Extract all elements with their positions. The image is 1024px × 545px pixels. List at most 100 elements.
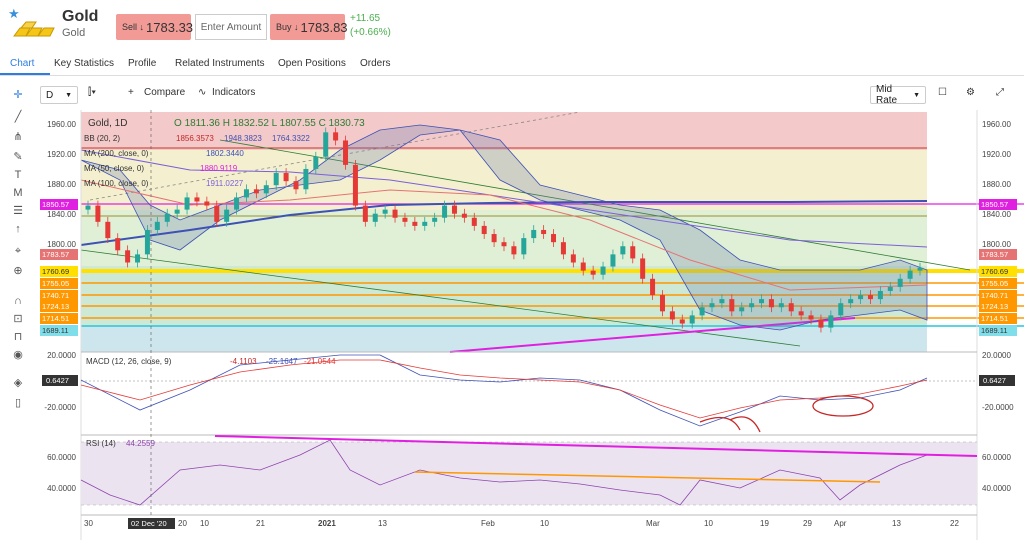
macd-badge-value: 0.6427 bbox=[46, 376, 69, 385]
price-tick: 1960.00 bbox=[982, 120, 1011, 129]
candle-body bbox=[897, 278, 903, 287]
rsi-trendline[interactable] bbox=[214, 435, 978, 457]
price-tick: 1800.00 bbox=[982, 240, 1011, 249]
layers-icon[interactable]: ◈ bbox=[13, 377, 23, 389]
buy-button[interactable]: Buy ↓ 1783.83 bbox=[270, 14, 348, 40]
candle-body bbox=[650, 278, 656, 296]
lock-drawing-icon[interactable]: ⊡ bbox=[13, 313, 23, 325]
trend-line-icon[interactable]: ╱ bbox=[14, 111, 22, 123]
macd-pane[interactable]: MACD (12, 26, close, 9) -4.1103 -25.1647… bbox=[42, 351, 1015, 433]
candle-type-icon[interactable]: ⫿▾ bbox=[88, 87, 97, 98]
level-label: 1755.05 bbox=[981, 279, 1008, 288]
rate-select[interactable]: Mid Rate ▼ bbox=[870, 84, 926, 106]
support-line[interactable] bbox=[449, 317, 856, 353]
legend-bb-v3: 1764.3322 bbox=[272, 134, 310, 143]
compare-button[interactable]: Compare bbox=[144, 87, 186, 98]
text-icon[interactable]: T bbox=[14, 169, 22, 181]
candle-body bbox=[679, 319, 685, 324]
candle-body bbox=[630, 246, 636, 259]
candle-body bbox=[838, 303, 844, 316]
time-tick: 13 bbox=[378, 519, 387, 528]
candle-body bbox=[471, 217, 477, 226]
pattern-icon[interactable]: M bbox=[13, 187, 23, 199]
macd-badge bbox=[42, 375, 78, 386]
macd-v1: -4.1103 bbox=[230, 357, 257, 366]
candle-body bbox=[590, 270, 596, 275]
tab-chart[interactable]: Chart bbox=[10, 58, 35, 69]
chevron-down-icon: ▼ bbox=[65, 91, 72, 99]
pitchfork-icon[interactable]: ⋔ bbox=[13, 131, 23, 143]
legend-ma50-v: 1880.9119 bbox=[200, 164, 238, 173]
indicators-button[interactable]: Indicators bbox=[212, 87, 256, 98]
time-tick: 10 bbox=[200, 519, 209, 528]
interval-select[interactable]: D ▼ bbox=[40, 86, 78, 104]
candle-body bbox=[214, 205, 220, 222]
arrow-up-icon[interactable]: ↑ bbox=[15, 223, 21, 235]
candle-body bbox=[135, 254, 141, 263]
candle-body bbox=[541, 229, 547, 235]
candle-body bbox=[699, 307, 705, 316]
candle-body bbox=[174, 209, 180, 214]
chart-area[interactable]: 1960.00 1920.00 1880.00 1840.00 1800.00 … bbox=[40, 110, 1024, 540]
gold-bars-icon bbox=[13, 21, 55, 37]
candlestick-series[interactable] bbox=[85, 127, 923, 333]
candle-body bbox=[234, 197, 240, 210]
tab-profile[interactable]: Profile bbox=[128, 58, 157, 69]
macd-tick: -20.0000 bbox=[44, 403, 76, 412]
trash-icon[interactable]: ▯ bbox=[14, 397, 22, 409]
level-badge bbox=[979, 290, 1017, 301]
settings-icon[interactable]: ⚙ bbox=[966, 87, 975, 98]
indicators-icon[interactable]: ∿ bbox=[198, 87, 207, 98]
candle-body bbox=[184, 197, 190, 210]
drawing-toolbar: ✛ ╱ ⋔ ✎ T M ☰ ↑ ⌖ ⊕ ∩ ⊡ ⊓ ◉ ◈ ▯ bbox=[0, 84, 36, 414]
unlock-icon[interactable]: ⊓ bbox=[13, 331, 23, 343]
measure-icon[interactable]: ⌖ bbox=[14, 245, 22, 257]
level-label: 1689.11 bbox=[981, 326, 1008, 335]
instrument-name: Gold bbox=[62, 8, 99, 25]
rsi-label: RSI (14) bbox=[86, 439, 116, 448]
fib-icon[interactable]: ☰ bbox=[13, 205, 23, 217]
active-tab-underline bbox=[0, 73, 50, 75]
candle-body bbox=[689, 315, 695, 324]
hand-drawn-mark bbox=[699, 416, 761, 433]
favorite-star-icon[interactable]: ★ bbox=[8, 6, 20, 21]
candle-body bbox=[560, 242, 566, 255]
candle-body bbox=[887, 286, 893, 291]
sell-button[interactable]: Sell ↓ 1783.33 bbox=[116, 14, 193, 40]
level-badge bbox=[40, 301, 78, 312]
price-chart[interactable]: 1960.00 1920.00 1880.00 1840.00 1800.00 … bbox=[40, 110, 1024, 540]
candle-body bbox=[867, 295, 873, 300]
macd-line bbox=[80, 354, 928, 427]
price-tick: 1840.00 bbox=[47, 210, 76, 219]
tab-orders[interactable]: Orders bbox=[360, 58, 391, 69]
fullscreen-icon[interactable]: ⤢ bbox=[996, 87, 1004, 98]
tab-key-statistics[interactable]: Key Statistics bbox=[54, 58, 115, 69]
time-tick: 30 bbox=[84, 519, 93, 528]
level-label: 1689.11 bbox=[42, 326, 69, 335]
change-pct: (+0.66%) bbox=[350, 27, 391, 38]
rsi-pane[interactable]: RSI (14) 44.2559 60.0000 40.0000 60.0000… bbox=[47, 435, 1011, 506]
zoom-icon[interactable]: ⊕ bbox=[13, 265, 23, 277]
dashed-channel[interactable] bbox=[89, 111, 581, 201]
compare-icon[interactable]: + bbox=[128, 87, 134, 98]
tab-related-instruments[interactable]: Related Instruments bbox=[175, 58, 265, 69]
zone-yellow bbox=[81, 150, 927, 210]
magnet-icon[interactable]: ∩ bbox=[14, 295, 22, 307]
rsi-support-line[interactable] bbox=[414, 471, 881, 483]
instrument-header: ★ Gold Gold Sell ↓ 1783.33 Enter Amount B… bbox=[0, 0, 1024, 48]
candle-body bbox=[293, 181, 299, 190]
brush-icon[interactable]: ✎ bbox=[13, 151, 23, 163]
candle-body bbox=[105, 221, 111, 239]
eye-icon[interactable]: ◉ bbox=[13, 349, 23, 361]
candle-body bbox=[877, 290, 883, 300]
snapshot-icon[interactable]: ☐ bbox=[938, 87, 947, 98]
level-label: 1783.57 bbox=[981, 250, 1008, 259]
time-crosshair-badge bbox=[128, 518, 175, 529]
candle-body bbox=[442, 205, 448, 218]
amount-input[interactable]: Enter Amount bbox=[195, 14, 267, 40]
crosshair-icon[interactable]: ✛ bbox=[13, 89, 23, 101]
trendline-lower[interactable] bbox=[80, 249, 801, 347]
legend-open: O 1811.36 H 1832.52 L 1807.55 C 1830.73 bbox=[174, 118, 365, 129]
tab-open-positions[interactable]: Open Positions bbox=[278, 58, 346, 69]
level-label: 1714.51 bbox=[981, 314, 1008, 323]
